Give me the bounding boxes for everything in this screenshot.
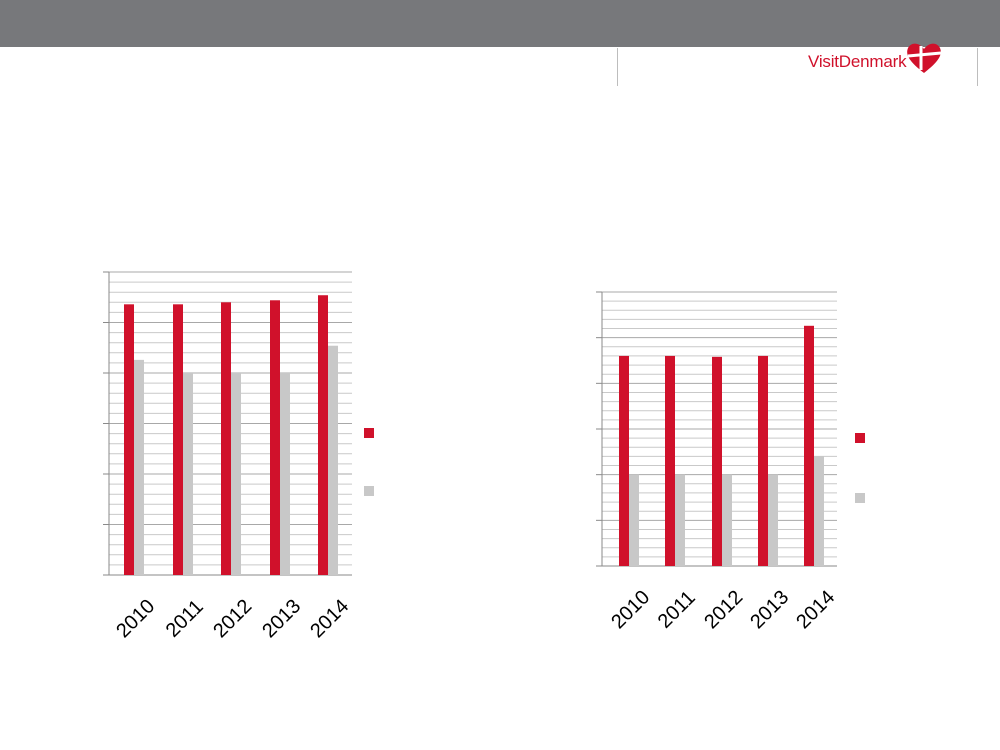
right-x-tick-label: 2010	[607, 586, 654, 633]
right-bar-grey-2014	[814, 456, 824, 566]
right-bar-red-2012	[712, 356, 722, 566]
right-bar-red-2013	[758, 355, 768, 566]
right-series-1	[619, 325, 814, 566]
logo-divider-right	[977, 48, 978, 86]
left-bar-grey-2013	[280, 373, 290, 575]
left-legend-swatch-1	[364, 428, 374, 438]
left-bar-red-2014	[318, 295, 328, 575]
header-bar	[0, 0, 1000, 47]
left-bar-red-2011	[173, 304, 183, 575]
right-bar-grey-2010	[629, 474, 639, 566]
right-legend-swatch-1	[855, 433, 865, 443]
right-bar-red-2010	[619, 355, 629, 566]
logo-divider-left	[617, 48, 618, 86]
left-series-1	[124, 295, 328, 575]
heart-flag-icon	[907, 43, 942, 73]
brand-logo-text: VisitDenmark	[808, 52, 907, 71]
left-bar-grey-2011	[183, 373, 193, 575]
right-x-tick-label: 2011	[654, 587, 700, 633]
left-series-2	[134, 345, 338, 575]
right-x-tick-label: 2013	[746, 586, 793, 633]
right-x-tick-label: 2014	[792, 586, 839, 633]
right-bar-grey-2011	[675, 474, 685, 566]
left-bar-red-2012	[221, 302, 231, 575]
right-legend-swatch-2	[855, 493, 865, 503]
right-x-tick-label: 2012	[700, 586, 747, 633]
right-bar-grey-2013	[768, 474, 778, 566]
right-series-2	[629, 456, 824, 566]
left-legend-swatch-2	[364, 486, 374, 496]
left-bar-grey-2010	[134, 359, 144, 575]
right-bar-grey-2012	[722, 474, 732, 566]
right-bar-red-2014	[804, 325, 814, 566]
left-bar-red-2010	[124, 304, 134, 575]
left-bar-red-2013	[270, 300, 280, 575]
left-bar-grey-2014	[328, 345, 338, 575]
right-bar-red-2011	[665, 355, 675, 566]
brand-logo: VisitDenmark	[808, 38, 944, 78]
left-bar-grey-2012	[231, 373, 241, 575]
